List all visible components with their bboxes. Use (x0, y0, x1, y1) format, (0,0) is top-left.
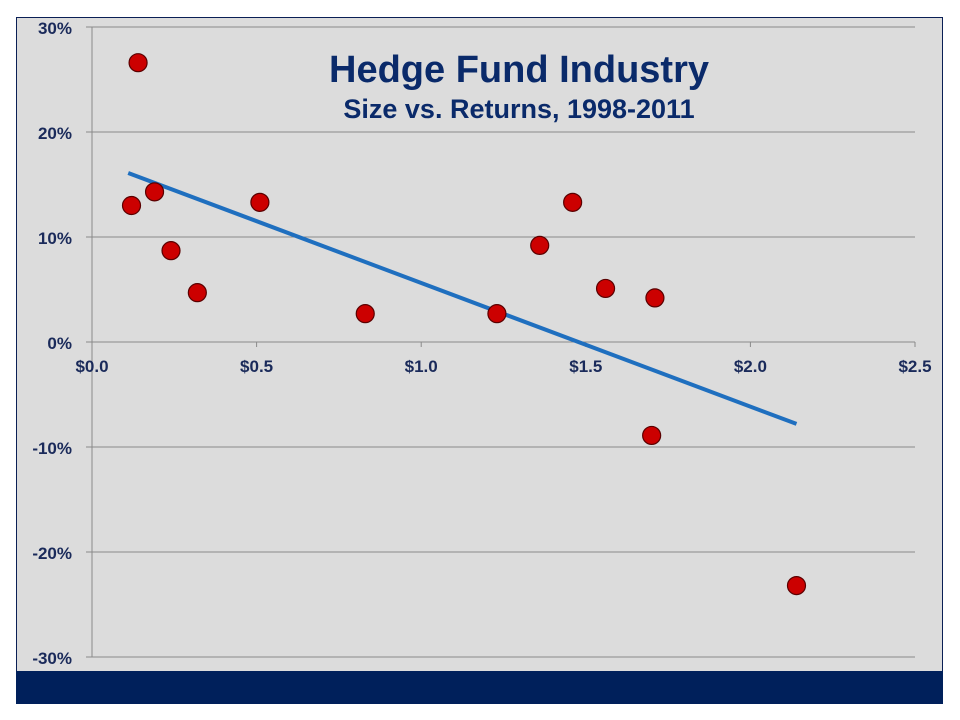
y-tick-label: 30% (38, 19, 72, 38)
y-tick-label: 10% (38, 229, 72, 248)
y-tick-label: 0% (47, 334, 72, 353)
data-point (786, 575, 807, 596)
data-point (530, 235, 550, 255)
data-point (128, 53, 148, 73)
chart-subtitle: Size vs. Returns, 1998-2011 (343, 94, 694, 124)
data-point (563, 192, 583, 212)
x-tick-label: $2.0 (734, 357, 767, 376)
x-tick-label: $0.0 (75, 357, 108, 376)
data-point (250, 192, 270, 212)
y-tick-label: -10% (32, 439, 72, 458)
data-point (595, 278, 616, 299)
data-point (355, 304, 375, 324)
data-point (187, 283, 207, 303)
data-point (144, 182, 165, 202)
data-point (645, 288, 665, 308)
x-tick-label: $2.5 (898, 357, 931, 376)
data-point (487, 304, 507, 324)
chart-frame (16, 17, 943, 671)
y-tick-label: -30% (32, 649, 72, 668)
trendline (127, 171, 798, 426)
chart-title: Hedge Fund Industry (329, 49, 709, 91)
x-tick-label: $1.0 (405, 357, 438, 376)
data-point (121, 195, 142, 216)
y-tick-label: -20% (32, 544, 72, 563)
data-point (161, 241, 181, 261)
x-tick-label: $0.5 (240, 357, 273, 376)
x-tick-label: $1.5 (569, 357, 602, 376)
data-point (642, 425, 662, 446)
footer-band (16, 671, 943, 704)
y-tick-label: 20% (38, 124, 72, 143)
